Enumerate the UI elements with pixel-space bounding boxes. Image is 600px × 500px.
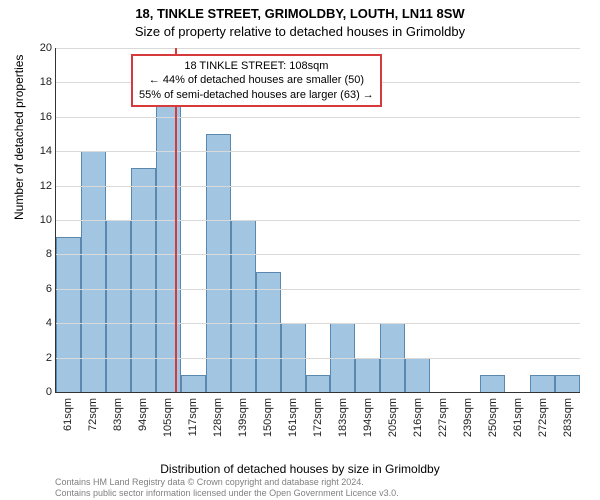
x-tick-label: 205sqm — [387, 398, 399, 437]
grid-line — [56, 254, 580, 255]
y-tick-label: 12 — [22, 180, 56, 192]
x-tick-label: 83sqm — [112, 398, 124, 431]
histogram-bar — [81, 151, 106, 392]
histogram-bar — [181, 375, 206, 392]
x-tick-label: 161sqm — [287, 398, 299, 437]
y-tick-label: 2 — [22, 352, 56, 364]
histogram-bar — [106, 220, 131, 392]
x-tick-label: 139sqm — [237, 398, 249, 437]
x-tick-label: 250sqm — [487, 398, 499, 437]
histogram-bar — [306, 375, 331, 392]
credit-line-2: Contains public sector information licen… — [55, 488, 590, 498]
x-axis-label: Distribution of detached houses by size … — [0, 462, 600, 476]
x-tick-label: 105sqm — [162, 398, 174, 437]
histogram-bar — [405, 358, 430, 392]
histogram-bar — [530, 375, 555, 392]
callout-line-1: ← 44% of detached houses are smaller (50… — [139, 73, 374, 87]
x-tick-label: 172sqm — [312, 398, 324, 437]
x-tick-label: 61sqm — [62, 398, 74, 431]
histogram-bar — [355, 358, 380, 392]
callout-line-2: 55% of semi-detached houses are larger (… — [139, 88, 374, 102]
grid-line — [56, 289, 580, 290]
histogram-bar — [56, 237, 81, 392]
chart-subtitle: Size of property relative to detached ho… — [0, 24, 600, 39]
histogram-bar — [206, 134, 231, 392]
x-tick-label: 283sqm — [562, 398, 574, 437]
grid-line — [56, 151, 580, 152]
plot-area: 0246810121416182061sqm72sqm83sqm94sqm105… — [55, 48, 580, 393]
x-tick-label: 261sqm — [512, 398, 524, 437]
x-tick-label: 150sqm — [262, 398, 274, 437]
x-tick-label: 94sqm — [137, 398, 149, 431]
histogram-bar — [555, 375, 580, 392]
grid-line — [56, 186, 580, 187]
x-tick-label: 272sqm — [537, 398, 549, 437]
y-tick-label: 0 — [22, 386, 56, 398]
grid-line — [56, 358, 580, 359]
y-tick-label: 4 — [22, 317, 56, 329]
callout-line-0: 18 TINKLE STREET: 108sqm — [139, 59, 374, 73]
x-tick-label: 128sqm — [212, 398, 224, 437]
grid-line — [56, 117, 580, 118]
y-tick-label: 10 — [22, 214, 56, 226]
x-tick-label: 216sqm — [412, 398, 424, 437]
x-tick-label: 239sqm — [462, 398, 474, 437]
grid-line — [56, 220, 580, 221]
chart-container: { "titles": { "line1": "18, TINKLE STREE… — [0, 0, 600, 500]
x-tick-label: 183sqm — [337, 398, 349, 437]
y-tick-label: 14 — [22, 145, 56, 157]
y-tick-label: 6 — [22, 283, 56, 295]
y-tick-label: 18 — [22, 76, 56, 88]
x-tick-label: 117sqm — [187, 398, 199, 436]
y-tick-label: 20 — [22, 42, 56, 54]
grid-line — [56, 48, 580, 49]
chart-title-address: 18, TINKLE STREET, GRIMOLDBY, LOUTH, LN1… — [0, 6, 600, 21]
callout-box: 18 TINKLE STREET: 108sqm← 44% of detache… — [131, 54, 382, 107]
y-tick-label: 8 — [22, 248, 56, 260]
x-tick-label: 72sqm — [87, 398, 99, 431]
y-tick-label: 16 — [22, 111, 56, 123]
histogram-bar — [231, 220, 256, 392]
x-tick-label: 227sqm — [437, 398, 449, 437]
credits-text: Contains HM Land Registry data © Crown c… — [55, 477, 590, 498]
histogram-bar — [480, 375, 505, 392]
x-tick-label: 194sqm — [362, 398, 374, 437]
grid-line — [56, 323, 580, 324]
credit-line-1: Contains HM Land Registry data © Crown c… — [55, 477, 590, 487]
